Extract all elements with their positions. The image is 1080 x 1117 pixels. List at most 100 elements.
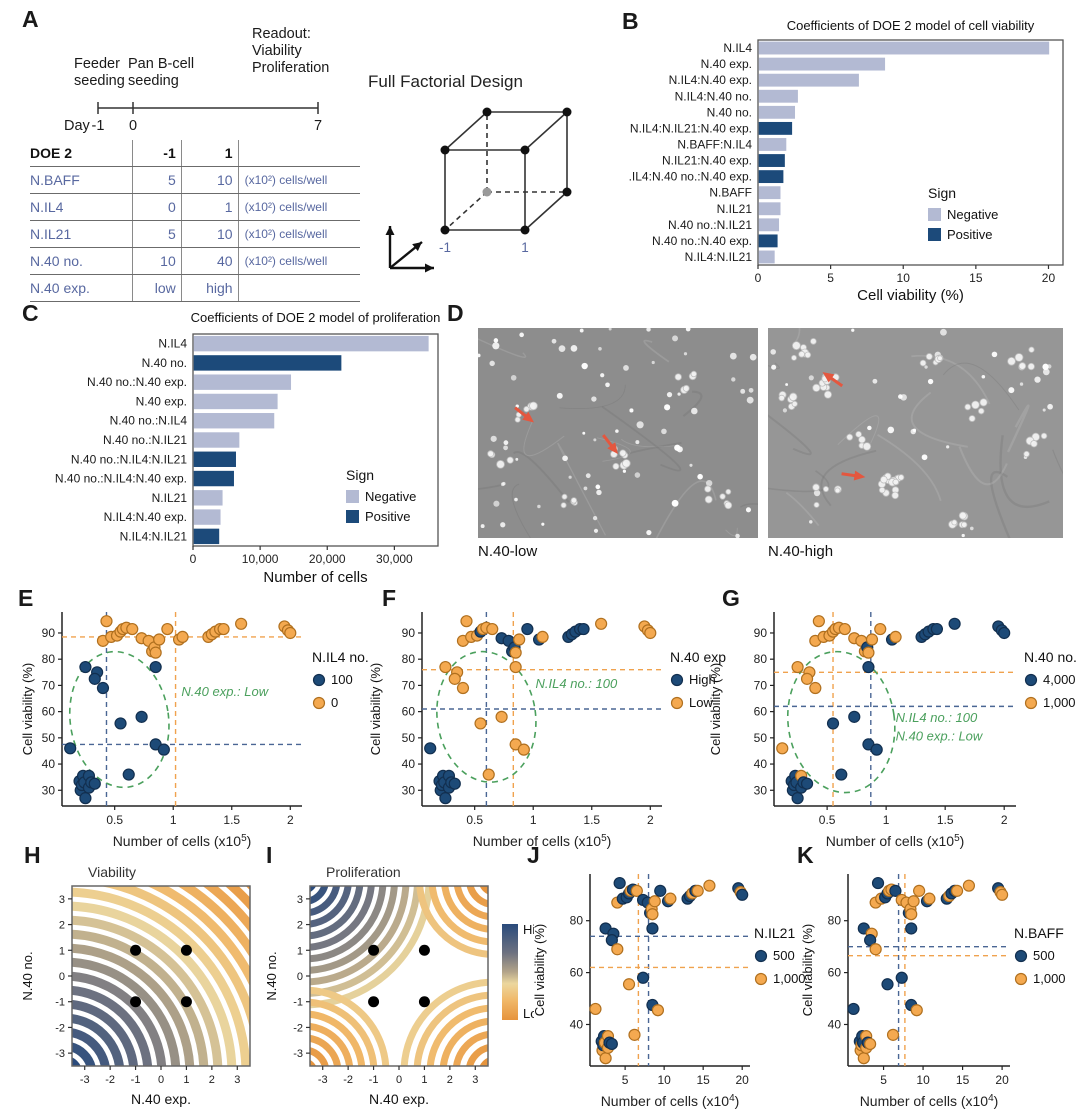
scatter-point xyxy=(864,934,877,947)
cell-cluster-dot xyxy=(862,442,872,451)
legend-title: N.40 exp. xyxy=(670,649,726,665)
tick-label: 40 xyxy=(828,1017,842,1031)
cell-cluster-dot xyxy=(937,355,943,362)
cell-cluster-dot xyxy=(1030,440,1038,448)
bar xyxy=(758,41,1050,55)
cell-dot xyxy=(503,440,509,446)
axis-arrow-head xyxy=(385,226,395,235)
tick-label: 0 xyxy=(297,971,303,983)
cell-dot xyxy=(591,396,597,402)
x-axis-label: N.40 exp. xyxy=(131,1091,191,1107)
cell-cluster-dot xyxy=(789,392,798,402)
cell-cluster-dot xyxy=(892,478,899,486)
scatter-point xyxy=(595,617,608,630)
cell-dot xyxy=(661,428,667,435)
cell-cluster-dot xyxy=(724,501,733,510)
bar xyxy=(758,57,886,71)
cell-texture xyxy=(647,480,717,556)
cell-dot xyxy=(924,365,928,369)
tick-label: 1 xyxy=(183,1074,189,1086)
scatter-point xyxy=(589,1002,602,1016)
category-label: N.IL4:N.IL21:N.40 exp. xyxy=(630,121,752,135)
scatter-point xyxy=(126,622,139,636)
micrograph-background xyxy=(478,328,758,538)
category-label: N.IL21 xyxy=(152,491,188,505)
contour-band xyxy=(453,886,488,921)
cell-cluster-dot xyxy=(822,486,830,493)
scatter-point xyxy=(864,1037,877,1051)
contour-band xyxy=(72,1057,81,1066)
tick-label: -1 xyxy=(55,997,65,1009)
plot-box xyxy=(192,333,439,547)
doe2-cell: N.IL21 xyxy=(30,221,133,247)
category-label: N.40 no.:N.40 exp. xyxy=(87,375,187,389)
scatter-point xyxy=(284,626,297,640)
cell-cluster-dot xyxy=(978,407,985,415)
cell-dot xyxy=(749,353,757,361)
bar xyxy=(193,374,292,390)
cell-dot xyxy=(493,500,500,507)
tick-label: 1 xyxy=(297,945,303,957)
scatter-point xyxy=(862,646,875,659)
cell-dot xyxy=(556,392,563,399)
bar xyxy=(193,528,220,545)
micrograph-n40-high xyxy=(729,295,1080,541)
cell-dot xyxy=(477,353,481,358)
cube-hidden-edge xyxy=(444,191,488,231)
doe2-cell: 10 xyxy=(133,248,182,274)
scatter-point xyxy=(486,622,499,636)
cell-dot xyxy=(581,362,588,370)
tick-label: 10 xyxy=(897,271,911,285)
axis-label: Cell viability (%) xyxy=(857,287,964,304)
contour-band xyxy=(310,1022,354,1066)
panel-letter-f: F xyxy=(382,585,397,611)
tick-label: 2 xyxy=(447,1074,453,1086)
scatter-point xyxy=(509,660,522,674)
scatter-point xyxy=(217,622,230,636)
cell-cluster-dot xyxy=(878,486,886,494)
cell-texture xyxy=(511,483,532,540)
chart-title: Proliferation xyxy=(326,864,401,880)
scatter-point xyxy=(998,626,1011,640)
timeline-day-value: 0 xyxy=(129,118,137,134)
cell-dot xyxy=(748,387,754,393)
cell-cluster-dot xyxy=(719,493,726,500)
bar xyxy=(758,138,787,151)
doe2-header-cell: DOE 2 xyxy=(30,140,133,166)
design-point xyxy=(180,996,192,1008)
cell-dot xyxy=(1034,376,1041,383)
contour-band xyxy=(479,1057,488,1066)
design-point xyxy=(130,996,142,1008)
scatter-point xyxy=(509,646,522,659)
scatter-point xyxy=(613,876,626,890)
scatter-point xyxy=(848,710,861,723)
cell-cluster-dot xyxy=(1007,356,1016,366)
cell-cluster-dot xyxy=(612,462,620,470)
cell-dot xyxy=(745,507,752,513)
cell-dot xyxy=(672,335,679,342)
cell-cluster-dot xyxy=(834,487,841,494)
cell-dot xyxy=(592,515,598,521)
legend-swatch xyxy=(312,696,326,710)
scatter-point xyxy=(636,971,650,984)
tick-label: 2 xyxy=(59,920,65,932)
cell-dot xyxy=(514,497,518,502)
cell-texture xyxy=(601,405,682,472)
cell-dot xyxy=(809,520,813,524)
scatter-point xyxy=(149,660,162,674)
cell-cluster-dot xyxy=(514,416,521,423)
cell-cluster-dot xyxy=(704,485,712,493)
bar xyxy=(758,234,778,248)
tick-label: -2 xyxy=(293,1022,303,1034)
cube-vertex xyxy=(440,225,450,235)
cell-cluster-dot xyxy=(897,474,905,481)
tick-label: 15 xyxy=(696,1073,710,1087)
cell-dot xyxy=(480,524,485,529)
category-label: N.IL4 xyxy=(158,337,187,351)
cell-cluster-dot xyxy=(506,456,514,464)
tick-label: 60 xyxy=(402,705,416,719)
design-point xyxy=(130,944,142,956)
scatter-point xyxy=(448,777,461,790)
doe2-table-row: N.IL21 5 10 (x10²) cells/well xyxy=(30,221,360,248)
scatter-point xyxy=(456,681,470,695)
